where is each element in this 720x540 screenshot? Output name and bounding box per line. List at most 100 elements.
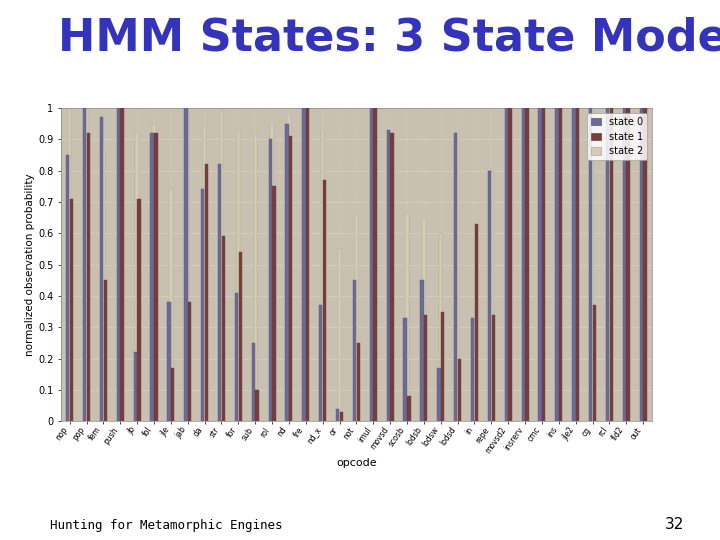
Bar (304, 108, 307, 421)
Bar (555, 108, 559, 421)
Bar (321, 130, 324, 421)
Bar (474, 224, 478, 421)
Bar (306, 108, 310, 421)
Bar (203, 124, 206, 421)
Bar (153, 124, 156, 421)
Bar (557, 108, 560, 421)
Bar (490, 171, 493, 421)
Bar (119, 108, 122, 421)
Bar (374, 108, 377, 421)
Bar (104, 280, 107, 421)
Bar (507, 108, 510, 421)
Bar (589, 108, 593, 421)
Bar (389, 133, 392, 421)
Bar (606, 108, 609, 421)
Bar (188, 302, 192, 421)
Bar (539, 108, 541, 421)
Bar (523, 108, 527, 421)
Bar (218, 164, 221, 421)
Bar (356, 343, 360, 421)
Bar (85, 108, 88, 421)
Bar (625, 108, 628, 421)
Bar (353, 280, 356, 421)
Bar (338, 249, 341, 421)
Bar (424, 315, 428, 421)
Bar (134, 352, 137, 421)
Bar (521, 108, 525, 421)
Bar (593, 305, 596, 421)
Bar (285, 124, 289, 421)
Bar (623, 108, 626, 421)
Bar (390, 133, 394, 421)
Bar (135, 133, 139, 421)
Bar (186, 108, 189, 421)
Bar (220, 111, 223, 421)
Bar (408, 396, 410, 421)
Bar (83, 108, 86, 421)
Bar (526, 108, 528, 421)
Bar (492, 315, 495, 421)
Bar (252, 343, 255, 421)
Bar (471, 318, 474, 421)
Bar (454, 133, 457, 421)
Bar (644, 108, 647, 421)
Bar (420, 280, 423, 421)
Bar (591, 108, 594, 421)
Bar (120, 108, 124, 421)
Y-axis label: normalized observation probability: normalized observation probability (25, 173, 35, 356)
Bar (542, 108, 546, 421)
Bar (171, 368, 174, 421)
Bar (626, 108, 630, 421)
Bar (405, 214, 409, 421)
Bar (66, 155, 69, 421)
Bar (269, 139, 272, 421)
Bar (572, 108, 575, 421)
Bar (319, 305, 323, 421)
Bar (370, 108, 373, 421)
X-axis label: opcode: opcode (336, 458, 377, 468)
Bar (238, 252, 242, 421)
Bar (256, 390, 258, 421)
Bar (100, 117, 103, 421)
Text: Hunting for Metamorphic Engines: Hunting for Metamorphic Engines (50, 519, 283, 532)
Bar (387, 130, 390, 421)
Bar (642, 108, 645, 421)
Bar (540, 108, 544, 421)
Bar (441, 312, 444, 421)
Bar (488, 171, 491, 421)
Bar (422, 218, 426, 421)
Bar (639, 108, 643, 421)
Bar (576, 108, 579, 421)
Bar (302, 108, 305, 421)
Bar (167, 302, 171, 421)
Bar (403, 318, 407, 421)
Bar (70, 199, 73, 421)
Text: 32: 32 (665, 517, 684, 532)
Bar (235, 293, 238, 421)
Bar (222, 237, 225, 421)
Bar (372, 108, 375, 421)
Bar (117, 108, 120, 421)
Bar (102, 146, 105, 421)
Bar (608, 108, 611, 421)
Bar (184, 108, 187, 421)
Bar (287, 114, 291, 421)
Bar (559, 108, 562, 421)
Bar (154, 133, 158, 421)
Bar (201, 190, 204, 421)
Bar (289, 136, 292, 421)
Bar (272, 186, 276, 421)
Bar (456, 133, 459, 421)
Bar (237, 130, 240, 421)
Bar (437, 368, 441, 421)
Bar (505, 108, 508, 421)
Bar (610, 108, 613, 421)
Legend: state 0, state 1, state 2: state 0, state 1, state 2 (588, 113, 647, 160)
Text: HMM States: 3 State Model: HMM States: 3 State Model (58, 16, 720, 59)
Bar (323, 180, 326, 421)
Bar (340, 412, 343, 421)
Bar (169, 190, 173, 421)
Bar (86, 133, 90, 421)
Bar (271, 124, 274, 421)
Bar (439, 233, 442, 421)
